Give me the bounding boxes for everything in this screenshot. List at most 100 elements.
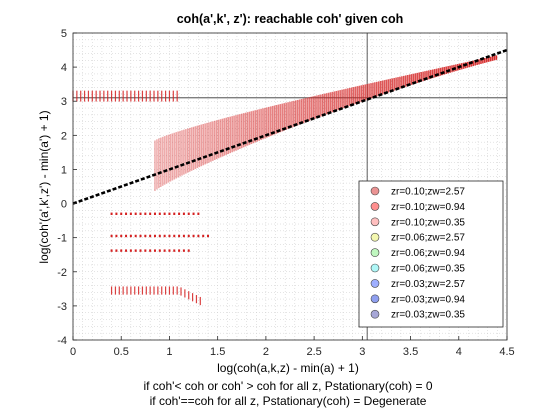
footer-line-2: if coh'==coh for all z, Pstationary(coh)… xyxy=(150,394,427,408)
data-point xyxy=(187,212,190,215)
data-point xyxy=(129,234,132,238)
data-point xyxy=(120,234,123,238)
y-tick-label: 1 xyxy=(61,164,67,176)
data-point xyxy=(192,212,195,215)
data-point xyxy=(158,249,161,252)
data-point xyxy=(173,234,176,238)
data-point xyxy=(178,212,181,215)
legend-marker xyxy=(370,248,380,257)
data-point xyxy=(125,234,128,238)
y-tick-label: -3 xyxy=(57,301,67,313)
x-axis-ticks: 0 0.5 1 1.5 2 2.5 3 3.5 4 4.5 xyxy=(70,336,515,358)
legend-entry: zr=0.03;zw=0.35 xyxy=(391,310,465,321)
data-point xyxy=(125,212,128,215)
data-point xyxy=(115,234,118,238)
x-tick-label: 0.5 xyxy=(114,346,129,358)
y-tick-label: 3 xyxy=(61,96,67,108)
data-point xyxy=(163,234,166,238)
legend: zr=0.10;zw=2.57 zr=0.10;zw=0.94 zr=0.10;zw… xyxy=(358,180,504,328)
data-point xyxy=(149,249,152,252)
data-point xyxy=(134,234,137,238)
data-point xyxy=(115,212,118,215)
diagonal-dashed-line xyxy=(72,48,508,205)
data-point xyxy=(178,249,181,252)
data-point xyxy=(202,234,205,238)
data-point xyxy=(149,234,152,238)
data-point xyxy=(149,212,152,215)
y-tick-label: 2 xyxy=(61,130,67,142)
x-tick-label: 3 xyxy=(359,346,365,358)
x-axis-label: log(coh(a,k,z) - min(a) + 1) xyxy=(217,361,359,375)
data-point xyxy=(158,234,161,238)
legend-entry: zr=0.10;zw=2.57 xyxy=(391,187,465,198)
x-tick-label: 3.5 xyxy=(403,346,418,358)
data-point xyxy=(182,212,185,215)
data-point xyxy=(134,249,137,252)
data-point xyxy=(197,234,200,238)
data-point xyxy=(168,212,171,215)
legend-entry: zr=0.06;zw=0.94 xyxy=(391,248,465,259)
legend-entry: zr=0.03;zw=2.57 xyxy=(391,279,465,290)
y-tick-label: 5 xyxy=(61,28,67,40)
data-point xyxy=(173,249,176,252)
legend-marker xyxy=(370,263,380,273)
data-point xyxy=(120,212,123,215)
data-point xyxy=(110,212,113,215)
data-point xyxy=(144,249,147,252)
data-point xyxy=(115,249,118,252)
data-point xyxy=(139,234,142,238)
legend-marker xyxy=(370,232,380,242)
data-point xyxy=(110,234,113,238)
data-point xyxy=(139,212,142,215)
legend-entry: zr=0.06;zw=0.35 xyxy=(391,264,465,275)
data-point xyxy=(144,212,147,215)
legend-marker xyxy=(370,202,380,211)
data-point xyxy=(182,249,185,252)
x-tick-label: 2 xyxy=(263,346,269,358)
legend-marker xyxy=(370,217,380,227)
data-point xyxy=(134,212,137,215)
data-point xyxy=(197,212,200,215)
data-point xyxy=(178,234,181,238)
y-axis-label: log(coh'(a',k',z') - min(a') + 1) xyxy=(37,110,51,263)
x-tick-label: 0 xyxy=(70,346,76,358)
x-tick-label: 1.5 xyxy=(210,346,225,358)
legend-marker xyxy=(370,309,380,319)
legend-box xyxy=(358,180,504,328)
x-tick-label: 1 xyxy=(166,346,172,358)
data-point xyxy=(207,234,210,238)
data-point xyxy=(153,249,156,252)
diagonal-line xyxy=(72,48,508,205)
legend-entry: zr=0.06;zw=2.57 xyxy=(391,233,465,244)
x-tick-label: 2.5 xyxy=(306,346,321,358)
data-point xyxy=(168,249,171,252)
data-point xyxy=(153,212,156,215)
legend-entry: zr=0.03;zw=0.94 xyxy=(391,294,465,305)
legend-entry: zr=0.10;zw=0.94 xyxy=(391,202,465,213)
y-tick-label: -4 xyxy=(57,335,67,347)
data-point xyxy=(153,234,156,238)
y-axis-ticks: -4 -3 -2 -1 0 1 2 3 4 5 xyxy=(57,28,77,347)
y-tick-label: -1 xyxy=(57,233,67,245)
data-point xyxy=(163,212,166,215)
data-point xyxy=(182,234,185,238)
data-point xyxy=(110,249,113,252)
data-point xyxy=(192,234,195,238)
y-tick-label: -2 xyxy=(57,267,67,279)
data-point xyxy=(163,249,166,252)
legend-marker xyxy=(370,186,380,196)
data-point xyxy=(139,249,142,252)
x-tick-label: 4.5 xyxy=(499,346,514,358)
data-point xyxy=(129,212,132,215)
data-point xyxy=(120,249,123,252)
data-point xyxy=(168,234,171,238)
x-tick-label: 4 xyxy=(456,346,462,358)
footer-line-1: if coh'< coh or coh' > coh for all z, Ps… xyxy=(143,379,432,393)
legend-entry: zr=0.10;zw=0.35 xyxy=(391,217,465,228)
data-point xyxy=(158,212,161,215)
data-point xyxy=(129,249,132,252)
data-point xyxy=(173,212,176,215)
legend-marker xyxy=(370,294,380,304)
axes-box xyxy=(72,32,508,341)
